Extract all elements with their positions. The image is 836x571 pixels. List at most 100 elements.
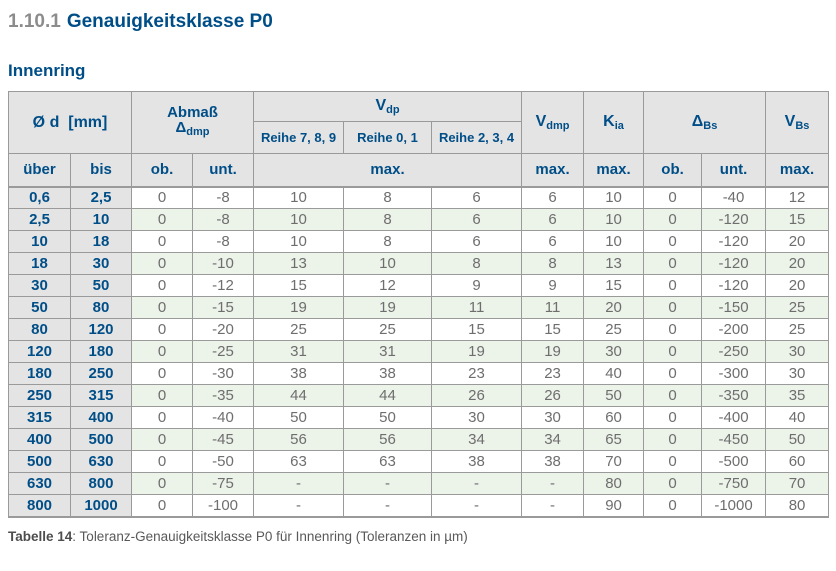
header-max-vbs: max. [765,153,830,188]
range-cell: 315 [8,406,71,429]
value-cell: -30 [192,362,255,385]
range-cell: 120 [69,318,133,341]
value-cell: 0 [131,318,194,341]
tolerance-table: Ø d [mm] Abmaß Δdmp Vdp Vdmp Kia ΔBs VBs … [7,91,830,518]
value-cell: 20 [765,230,830,253]
value-cell: 15 [583,274,645,297]
value-cell: 50 [253,406,345,429]
value-cell: 50 [343,406,433,429]
range-cell: 18 [8,252,71,275]
header-kia: Kia [583,91,645,154]
value-cell: -120 [701,252,767,275]
value-cell: 10 [583,186,645,209]
table-row: 2,5 10 0 -8 10 8 6 6 10 0 -120 15 [8,208,830,231]
value-cell: 31 [343,340,433,363]
value-cell: 0 [643,186,703,209]
range-cell: 180 [8,362,71,385]
value-cell: 15 [765,208,830,231]
range-cell: 250 [69,362,133,385]
range-cell: 30 [69,252,133,275]
value-cell: 25 [765,318,830,341]
value-cell: 8 [431,252,523,275]
table-row: 18 30 0 -10 13 10 8 8 13 0 -120 20 [8,252,830,275]
value-cell: -75 [192,472,255,495]
value-cell: 0 [131,252,194,275]
value-cell: 0 [131,406,194,429]
value-cell: -120 [701,230,767,253]
value-cell: 8 [521,252,585,275]
value-cell: -35 [192,384,255,407]
range-cell: 0,6 [8,186,71,209]
value-cell: 0 [643,472,703,495]
table-row: 120 180 0 -25 31 31 19 19 30 0 -250 30 [8,340,830,363]
value-cell: 12 [765,186,830,209]
value-cell: 31 [253,340,345,363]
header-vbs: VBs [765,91,830,154]
value-cell: 20 [765,252,830,275]
range-cell: 400 [8,428,71,451]
value-cell: 25 [583,318,645,341]
range-cell: 2,5 [8,208,71,231]
subsection-heading: Innenring [8,61,86,80]
value-cell: 40 [583,362,645,385]
value-cell: 0 [131,230,194,253]
value-cell: 25 [343,318,433,341]
value-cell: 12 [343,274,433,297]
value-cell: 70 [765,472,830,495]
value-cell: 6 [431,230,523,253]
value-cell: 26 [431,384,523,407]
value-cell: 10 [583,208,645,231]
value-cell: 13 [253,252,345,275]
value-cell: 0 [643,428,703,451]
table-row: 400 500 0 -45 56 56 34 34 65 0 -450 50 [8,428,830,451]
value-cell: 6 [431,186,523,209]
value-cell: 20 [583,296,645,319]
value-cell: 0 [131,472,194,495]
value-cell: -300 [701,362,767,385]
value-cell: 38 [521,450,585,473]
value-cell: 30 [521,406,585,429]
section-number: 1.10.1 [8,11,61,32]
header-bis: bis [69,153,133,188]
range-cell: 250 [8,384,71,407]
value-cell: 20 [765,274,830,297]
value-cell: - [253,472,345,495]
value-cell: 15 [521,318,585,341]
value-cell: 80 [765,494,830,517]
table-row: 50 80 0 -15 19 19 11 11 20 0 -150 25 [8,296,830,319]
value-cell: 0 [643,208,703,231]
value-cell: 15 [431,318,523,341]
header-row-reihe: Reihe 7, 8, 9 Reihe 0, 1 Reihe 2, 3, 4 [9,121,829,154]
header-reihe-234: Reihe 2, 3, 4 [431,121,523,154]
value-cell: -750 [701,472,767,495]
value-cell: 23 [521,362,585,385]
value-cell: 0 [643,274,703,297]
value-cell: 6 [521,230,585,253]
value-cell: -120 [701,274,767,297]
range-cell: 315 [69,384,133,407]
value-cell: 60 [765,450,830,473]
value-cell: 19 [343,296,433,319]
range-cell: 2,5 [69,186,133,209]
range-cell: 400 [69,406,133,429]
header-max-vdmp: max. [521,153,585,188]
table-row: 10 18 0 -8 10 8 6 6 10 0 -120 20 [8,230,830,253]
value-cell: 8 [343,230,433,253]
value-cell: -500 [701,450,767,473]
range-cell: 800 [8,494,71,517]
header-unt: unt. [192,153,255,188]
value-cell: 0 [131,362,194,385]
value-cell: -250 [701,340,767,363]
value-cell: 56 [253,428,345,451]
table-row: 315 400 0 -40 50 50 30 30 60 0 -400 40 [8,406,830,429]
value-cell: -1000 [701,494,767,517]
header-ueber: über [8,153,71,188]
value-cell: 70 [583,450,645,473]
value-cell: - [521,494,585,517]
table-row: 180 250 0 -30 38 38 23 23 40 0 -300 30 [8,362,830,385]
value-cell: 80 [583,472,645,495]
value-cell: 26 [521,384,585,407]
value-cell: 0 [131,274,194,297]
value-cell: -8 [192,230,255,253]
value-cell: -150 [701,296,767,319]
